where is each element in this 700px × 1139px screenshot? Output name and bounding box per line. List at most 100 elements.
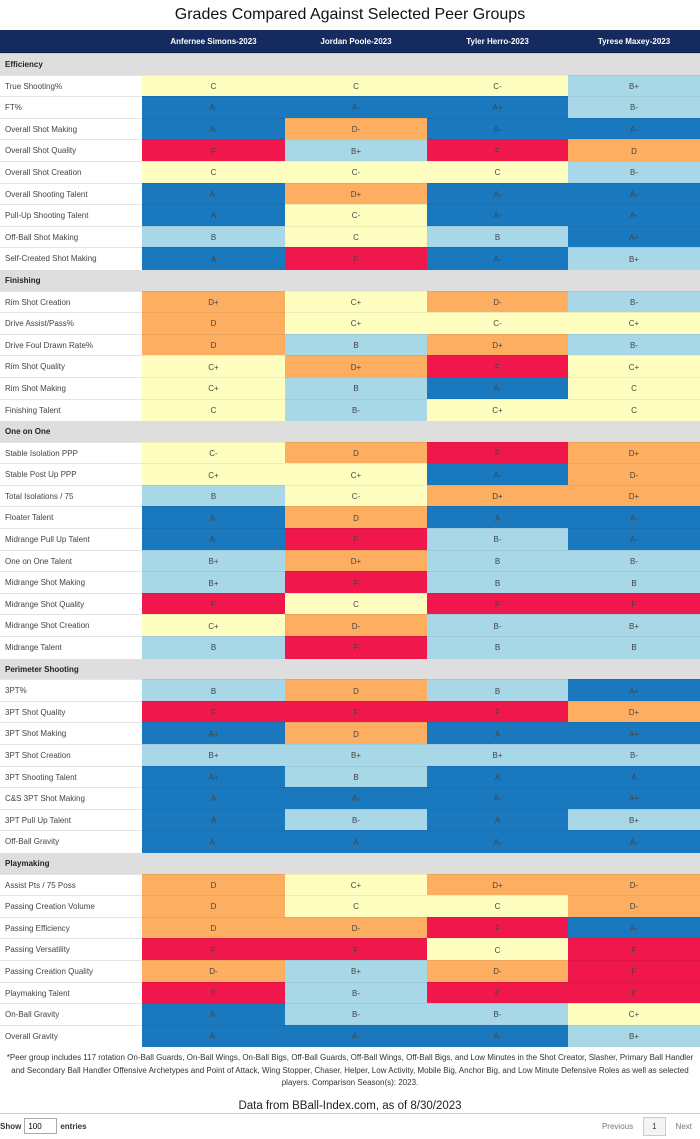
grade-cell: A- xyxy=(142,1024,285,1048)
table-row: Midrange Talent B F B B xyxy=(0,636,700,659)
column-header[interactable]: Tyler Herro-2023 xyxy=(466,36,529,46)
grade-cell: D- xyxy=(427,959,568,983)
grade-cell: A- xyxy=(142,528,285,551)
grade-cell: A xyxy=(285,830,427,853)
grade-cell: B xyxy=(142,484,285,508)
grade-cell: C+ xyxy=(142,376,285,400)
grade-cell: A- xyxy=(568,117,700,141)
metric-label: Overall Shot Creation xyxy=(0,160,142,184)
grade-cell: A+ xyxy=(568,722,700,745)
previous-button[interactable]: Previous xyxy=(601,1122,634,1131)
entries-select[interactable] xyxy=(24,1118,58,1134)
grade-cell: C+ xyxy=(568,312,700,335)
grade-cell: D- xyxy=(568,873,700,897)
grade-cell: C xyxy=(568,398,700,422)
grade-cell: D+ xyxy=(427,333,568,357)
grade-cell: C xyxy=(285,74,427,98)
metric-label: Stable Isolation PPP xyxy=(0,441,142,465)
grade-cell: A- xyxy=(427,117,568,141)
table-row: FT% A- A- A+ B- xyxy=(0,96,700,119)
grade-cell: B- xyxy=(427,1003,568,1026)
table-row: Pull-Up Shooting Talent A C- A- A- xyxy=(0,204,700,227)
grade-cell: F xyxy=(427,700,568,724)
column-header[interactable]: Anfernee Simons-2023 xyxy=(170,36,257,46)
grade-cell: B xyxy=(285,376,427,400)
table-row: Self-Created Shot Making A F A- B+ xyxy=(0,247,700,270)
page-1-button[interactable]: 1 xyxy=(643,1117,666,1136)
grade-cell: A- xyxy=(142,96,285,119)
table-row: Off-Ball Gravity A- A A- A- xyxy=(0,830,700,853)
section-header: One on One xyxy=(0,420,700,442)
table-row: Stable Post Up PPP C+ C+ A- D- xyxy=(0,463,700,486)
grade-cell: C xyxy=(568,376,700,400)
metric-label: Off-Ball Shot Making xyxy=(0,225,142,249)
grade-cell: D xyxy=(142,333,285,357)
grade-cell: F xyxy=(285,571,427,594)
metric-label: Midrange Talent xyxy=(0,636,142,659)
next-button[interactable]: Next xyxy=(675,1122,692,1131)
grade-cell: F xyxy=(427,981,568,1005)
metric-label: On-Ball Gravity xyxy=(0,1003,142,1026)
column-header[interactable]: Jordan Poole-2023 xyxy=(320,36,392,46)
grade-cell: D+ xyxy=(285,182,427,206)
table-footer: Show entries Previous 1 Next xyxy=(0,1113,700,1139)
table-row: Overall Shooting Talent A- D+ A- A- xyxy=(0,182,700,206)
grade-cell: A- xyxy=(285,787,427,810)
grade-cell: B xyxy=(142,636,285,659)
grade-cell: B xyxy=(427,225,568,249)
grade-cell: F xyxy=(285,247,427,270)
grade-cell: F xyxy=(142,981,285,1005)
table-row: Passing Efficiency D D- F A- xyxy=(0,916,700,940)
grade-cell: B xyxy=(427,679,568,702)
metric-label: 3PT Shot Making xyxy=(0,722,142,745)
grade-cell: C+ xyxy=(142,463,285,486)
metric-label: Midrange Shot Creation xyxy=(0,614,142,638)
grade-cell: B+ xyxy=(285,744,427,767)
grade-cell: B xyxy=(142,679,285,702)
grade-cell: C- xyxy=(427,74,568,98)
grade-cell: D- xyxy=(427,290,568,314)
grade-cell: D xyxy=(568,139,700,162)
table-row: 3PT Pull Up Talent A B- A B+ xyxy=(0,808,700,832)
grade-cell: C- xyxy=(285,484,427,508)
grade-cell: F xyxy=(427,441,568,465)
table-row: On-Ball Gravity A- B- B- C+ xyxy=(0,1003,700,1026)
grade-cell: B xyxy=(568,636,700,659)
grade-cell: A- xyxy=(427,1024,568,1048)
metric-label: Floater Talent xyxy=(0,506,142,530)
entries-label: entries xyxy=(60,1121,87,1131)
metric-label: Overall Shooting Talent xyxy=(0,182,142,206)
grade-cell: D- xyxy=(142,959,285,983)
metric-label: Rim Shot Quality xyxy=(0,355,142,378)
grade-cell: F xyxy=(568,938,700,961)
grade-cell: B- xyxy=(568,333,700,357)
grade-cell: B+ xyxy=(285,139,427,162)
grade-cell: F xyxy=(142,700,285,724)
grade-cell: B- xyxy=(568,160,700,184)
grade-cell: C xyxy=(285,592,427,616)
table-row: Passing Creation Volume D C C D- xyxy=(0,895,700,918)
grade-cell: C xyxy=(427,160,568,184)
grade-cell: B+ xyxy=(142,571,285,594)
grade-cell: A- xyxy=(427,830,568,853)
grade-cell: D+ xyxy=(568,700,700,724)
grade-cell: B- xyxy=(427,614,568,638)
metric-label: Finishing Talent xyxy=(0,398,142,422)
grade-cell: B- xyxy=(285,808,427,832)
table-row: Midrange Pull Up Talent A- F B- A- xyxy=(0,528,700,551)
grade-cell: C xyxy=(427,938,568,961)
grade-cell: D xyxy=(142,312,285,335)
grade-cell: B xyxy=(142,225,285,249)
metric-label: Playmaking Talent xyxy=(0,981,142,1005)
grade-cell: D xyxy=(285,679,427,702)
show-label: Show xyxy=(0,1121,22,1131)
grade-cell: A+ xyxy=(568,679,700,702)
column-header[interactable]: Tyrese Maxey-2023 xyxy=(597,36,671,46)
grade-cell: F xyxy=(285,636,427,659)
table-row: Midrange Shot Making B+ F B B xyxy=(0,571,700,594)
data-source: Data from BBall-Index.com, as of 8/30/20… xyxy=(238,1099,462,1112)
grade-cell: C+ xyxy=(142,614,285,638)
grade-cell: F xyxy=(427,355,568,378)
grade-cell: C+ xyxy=(285,463,427,486)
grade-cell: D xyxy=(142,895,285,918)
